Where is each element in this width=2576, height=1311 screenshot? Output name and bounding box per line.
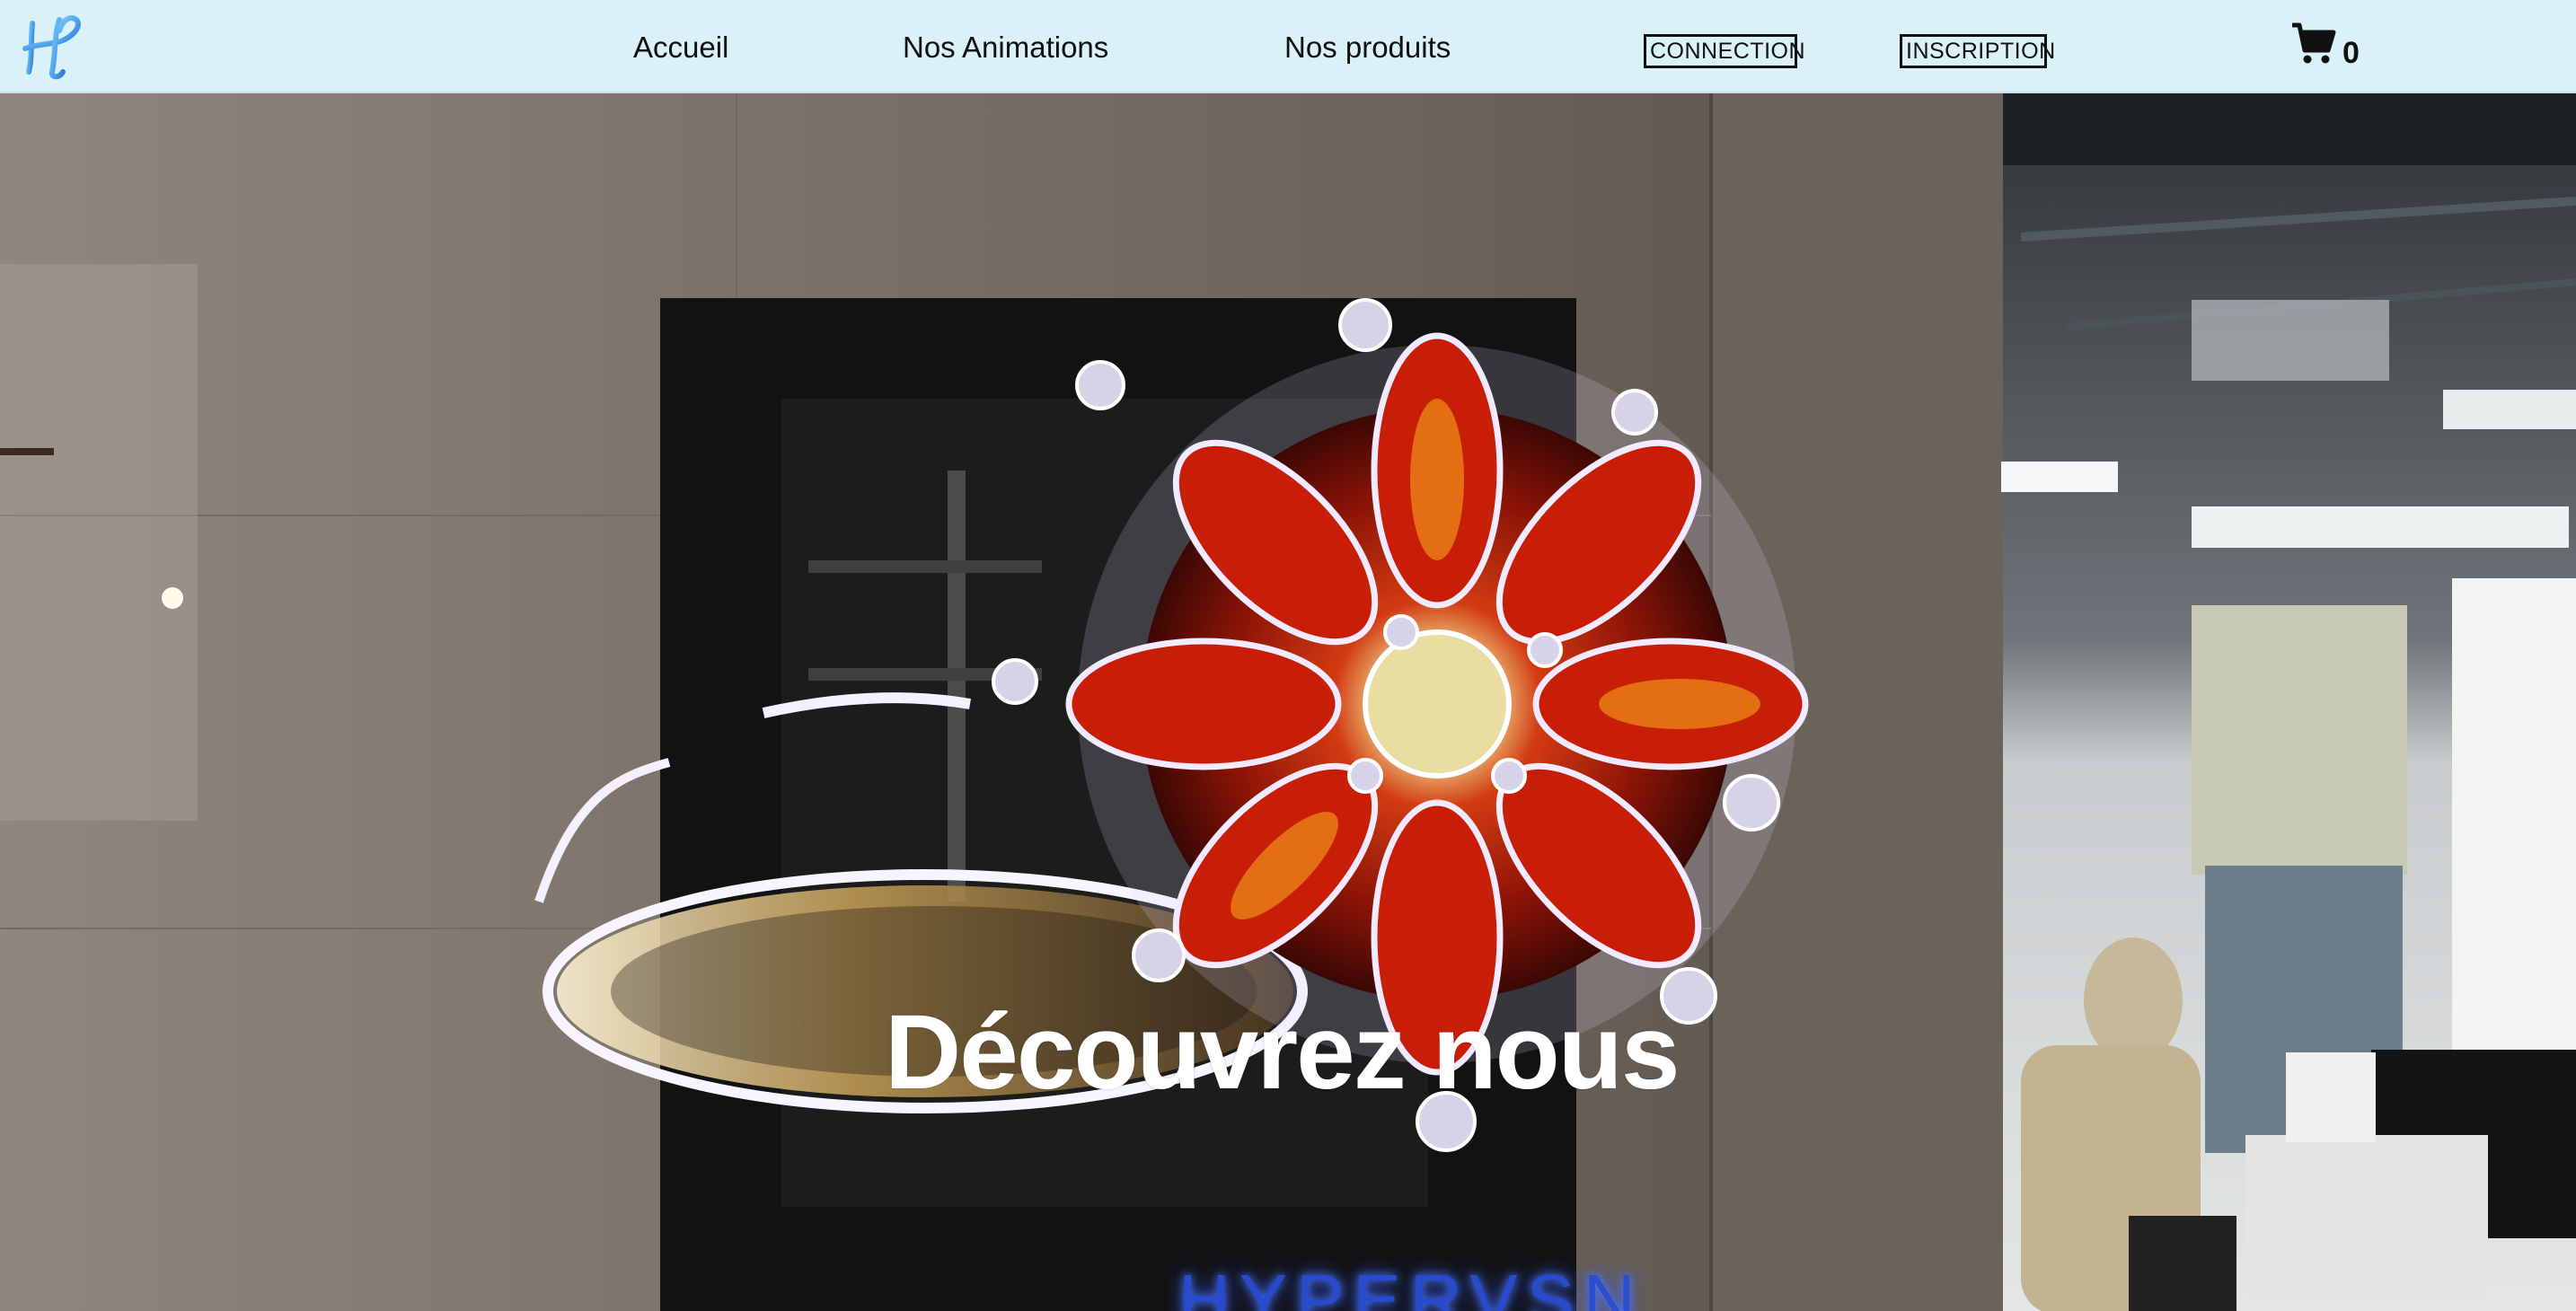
hero-title: Découvrez nous [885,993,1680,1112]
connection-button[interactable]: CONNECTION [1644,34,1805,68]
nav-home[interactable]: Accueil [633,31,729,64]
hero-image [0,93,2576,1311]
cart-button[interactable]: 0 [2290,20,2389,74]
hypervsn-sign: HYPERVSN [1178,1260,1645,1311]
cart-count: 0 [2342,36,2360,70]
nav-products[interactable]: Nos produits [1284,31,1451,64]
cart-icon [2292,22,2336,64]
inscription-button[interactable]: INSCRIPTION [1900,34,2055,68]
nav-animations[interactable]: Nos Animations [903,31,1109,64]
hero-section: Découvrez nous HYPERVSN [0,93,2576,1311]
hp-logo-icon[interactable] [20,13,88,81]
top-navbar: Accueil Nos Animations Nos produits CONN… [0,0,2576,93]
